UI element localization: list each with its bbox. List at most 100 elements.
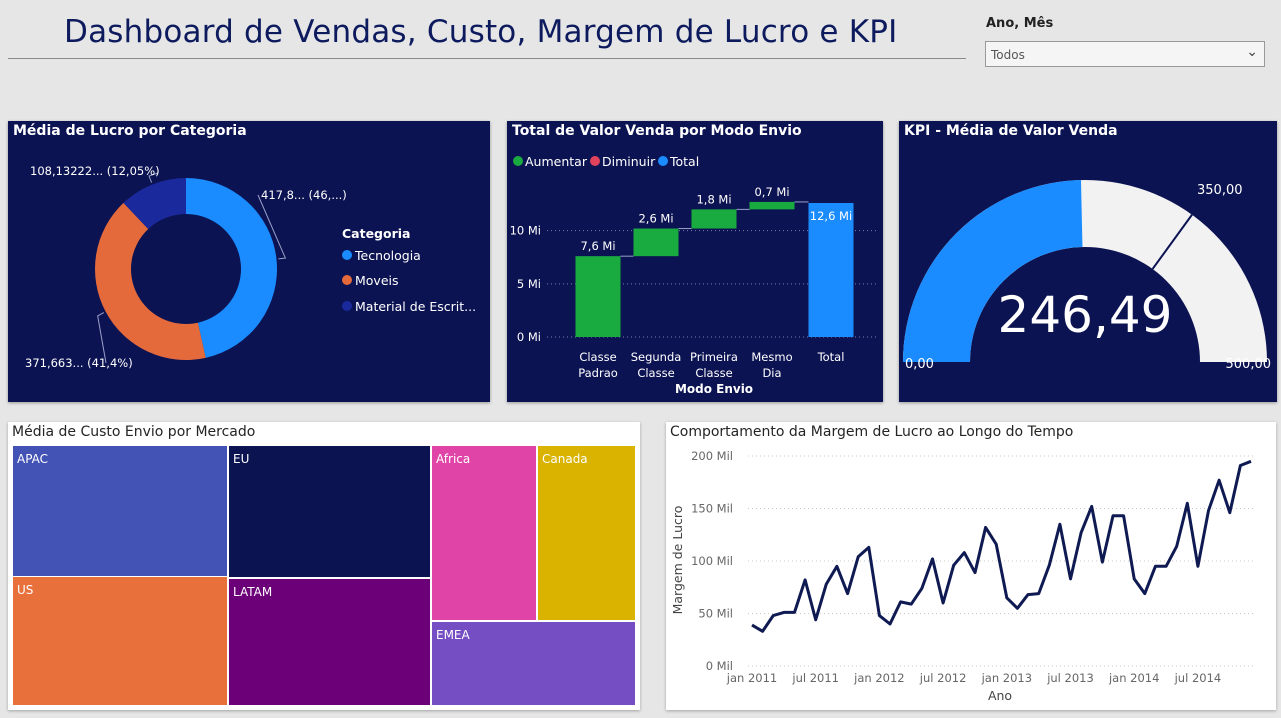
legend-item-aumentar[interactable]: Aumentar — [513, 154, 588, 169]
legend-label-moveis: Moveis — [355, 273, 399, 288]
legend-item-moveis[interactable]: Moveis — [342, 273, 399, 288]
legend-marker-tecnologia — [342, 250, 352, 260]
data-label-segunda-classe: 2,6 Mi — [638, 212, 673, 226]
x-tick-label: jul 2011 — [791, 671, 839, 685]
page-title: Dashboard de Vendas, Custo, Margem de Lu… — [64, 14, 898, 50]
y-tick-label: 50 Mil — [698, 607, 733, 621]
treemap-label-latam: LATAM — [233, 585, 273, 599]
x-tick-label-classe-padrao: Padrao — [578, 366, 618, 380]
legend-item-tecnologia[interactable]: Tecnologia — [342, 248, 421, 263]
legend-marker-aumentar — [513, 156, 523, 166]
title-divider — [8, 58, 966, 59]
gauge-min-label: 0,00 — [905, 357, 934, 372]
legend-marker-moveis — [342, 275, 352, 285]
bar-classe-padrao[interactable] — [575, 256, 621, 337]
leader-line-moveis — [97, 312, 107, 364]
x-tick-label-mesmo-dia: Dia — [762, 366, 781, 380]
kpi-gauge[interactable]: 246,49 0,00 500,00 350,00 — [899, 121, 1277, 402]
x-axis-title: Ano — [988, 688, 1012, 703]
donut-chart-panel[interactable]: Média de Lucro por Categoria 417,8... (4… — [8, 121, 490, 402]
x-tick-label-mesmo-dia: Mesmo — [751, 350, 792, 364]
bar-mesmo-dia[interactable] — [749, 201, 795, 210]
treemap-label-africa: Africa — [436, 452, 471, 466]
treemap-tile-canada[interactable]: Canada — [538, 446, 635, 620]
treemap-tile-latam[interactable]: LATAM — [229, 579, 430, 705]
treemap-tile-apac[interactable]: APAC — [13, 446, 227, 576]
treemap-title: Média de Custo Envio por Mercado — [12, 424, 256, 440]
x-tick-label: jul 2014 — [1174, 671, 1222, 685]
legend-item-material[interactable]: Material de Escrit... — [342, 299, 476, 314]
legend-item-diminuir[interactable]: Diminuir — [590, 154, 656, 169]
treemap-label-canada: Canada — [542, 452, 588, 466]
kpi-gauge-title: KPI - Média de Valor Venda — [904, 123, 1118, 139]
leader-line-material-de-escrit — [148, 172, 159, 183]
ano-mes-slicer-dropdown[interactable]: Todos ⌄ — [985, 41, 1265, 67]
x-tick-label-classe-padrao: Classe — [579, 350, 616, 364]
bar-segunda-classe[interactable] — [633, 228, 679, 257]
treemap-panel[interactable]: Média de Custo Envio por Mercado APAC US… — [8, 422, 640, 710]
line-chart-title: Comportamento da Margem de Lucro ao Long… — [670, 424, 1074, 440]
y-tick-label: 200 Mil — [691, 449, 733, 463]
x-tick-label-total: Total — [817, 350, 845, 364]
treemap-chart[interactable]: APAC US EU LATAM Africa Canada EMEA — [13, 446, 635, 705]
y-tick-label: 100 Mil — [691, 554, 733, 568]
treemap-tile-eu[interactable]: EU — [229, 446, 430, 577]
x-tick-label: jan 2013 — [981, 671, 1032, 685]
treemap-tile-africa[interactable]: Africa — [432, 446, 536, 620]
legend-marker-total — [658, 156, 668, 166]
y-axis-title: Margem de Lucro — [670, 506, 685, 615]
donut-slice-moveis[interactable] — [95, 202, 206, 360]
y-tick-label: 0 Mil — [706, 659, 733, 673]
bar-primeira-classe[interactable] — [691, 209, 737, 229]
donut-chart[interactable]: 417,8... (46,...) 371,663... (41,4%) 108… — [8, 121, 490, 402]
x-tick-label-segunda-classe: Segunda — [631, 350, 682, 364]
gauge-value: 246,49 — [998, 286, 1173, 344]
legend-label-material: Material de Escrit... — [355, 299, 476, 314]
gauge-target-label: 350,00 — [1197, 183, 1243, 198]
x-tick-label: jan 2014 — [1108, 671, 1159, 685]
y-tick-label: 150 Mil — [691, 502, 733, 516]
donut-slice-material-de-escrit[interactable] — [123, 178, 186, 230]
series-line-margem-de-lucro — [751, 459, 1252, 633]
data-label-primeira-classe: 1,8 Mi — [696, 192, 731, 206]
waterfall-chart-title: Total de Valor Venda por Modo Envio — [512, 123, 802, 139]
data-label-tecnologia: 417,8... (46,...) — [261, 188, 347, 202]
data-label-total: 12,6 Mi — [810, 209, 852, 223]
x-tick-label-primeira-classe: Primeira — [690, 350, 738, 364]
x-tick-label: jan 2012 — [853, 671, 904, 685]
legend-marker-diminuir — [590, 156, 600, 166]
x-tick-label: jul 2012 — [919, 671, 967, 685]
legend-marker-material — [342, 301, 352, 311]
donut-chart-title: Média de Lucro por Categoria — [13, 123, 247, 139]
waterfall-chart[interactable]: Aumentar Diminuir Total 0 Mi 5 Mi 10 Mi 7,… — [507, 121, 883, 402]
treemap-tile-emea[interactable]: EMEA — [432, 622, 635, 705]
treemap-label-us: US — [17, 583, 34, 597]
legend-label-aumentar: Aumentar — [525, 154, 588, 169]
chevron-down-icon[interactable]: ⌄ — [1246, 44, 1258, 60]
waterfall-chart-panel[interactable]: Total de Valor Venda por Modo Envio Aume… — [507, 121, 883, 402]
line-chart[interactable]: 0 Mil 50 Mil 100 Mil 150 Mil 200 Mil jan 201… — [666, 422, 1276, 710]
donut-slice-tecnologia[interactable] — [186, 178, 277, 358]
legend-item-total[interactable]: Total — [658, 154, 699, 169]
legend-title: Categoria — [342, 226, 410, 241]
treemap-tile-us[interactable]: US — [13, 577, 227, 705]
line-chart-panel[interactable]: Comportamento da Margem de Lucro ao Long… — [666, 422, 1276, 710]
treemap-label-apac: APAC — [17, 452, 49, 466]
bar-total[interactable] — [808, 203, 854, 337]
x-tick-label-primeira-classe: Classe — [695, 366, 732, 380]
leader-line-tecnologia — [257, 194, 287, 260]
x-tick-label: jul 2013 — [1046, 671, 1094, 685]
y-tick-label: 0 Mi — [517, 330, 541, 344]
gauge-max-label: 500,00 — [1226, 357, 1272, 372]
kpi-gauge-panel[interactable]: KPI - Média de Valor Venda 246,49 0,00 5… — [899, 121, 1277, 402]
slicer-selected-value: Todos — [991, 48, 1025, 62]
legend-label-tecnologia: Tecnologia — [354, 248, 421, 263]
x-tick-label: jan 2011 — [726, 671, 777, 685]
y-tick-label: 10 Mi — [510, 224, 541, 238]
slicer-label: Ano, Mês — [986, 16, 1054, 31]
x-axis-title: Modo Envio — [675, 382, 753, 396]
treemap-label-eu: EU — [233, 452, 250, 466]
data-label-material: 108,13222... (12,05%) — [30, 164, 160, 178]
legend-label-diminuir: Diminuir — [602, 154, 656, 169]
gauge-target-marker — [1151, 214, 1193, 270]
